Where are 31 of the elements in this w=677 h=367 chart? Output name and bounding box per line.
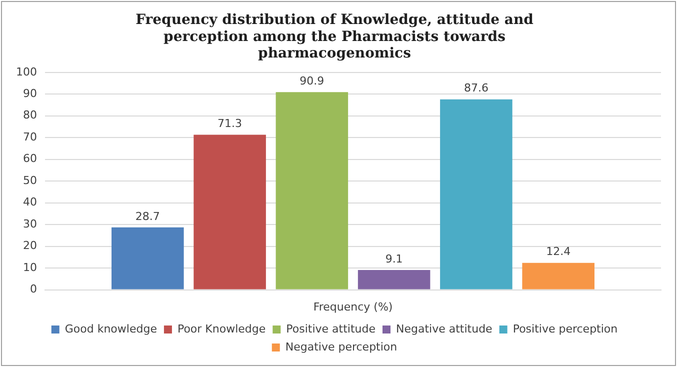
legend-label: Good knowledge — [64, 322, 158, 336]
y-tick-label: 90 — [22, 87, 37, 100]
y-tick-label: 40 — [22, 196, 37, 209]
legend-label: Positive attitude — [286, 322, 376, 336]
y-tick-label: 60 — [22, 152, 37, 166]
bar — [276, 92, 348, 290]
bar — [194, 134, 266, 290]
data-label: 9.1 — [385, 252, 403, 266]
y-tick-label: 100 — [16, 65, 37, 78]
y-tick-label: 20 — [22, 239, 37, 252]
legend-label: Negative perception — [285, 340, 398, 354]
data-label: 71.3 — [218, 117, 242, 130]
y-tick-label: 70 — [22, 130, 37, 144]
bar — [112, 227, 184, 290]
data-label: 87.6 — [464, 82, 488, 95]
bar — [522, 262, 594, 290]
x-tick-label: Frequency (%) — [313, 300, 393, 314]
legend-label: Positive perception — [512, 322, 618, 336]
data-label: 12.4 — [546, 245, 571, 258]
bar — [440, 99, 512, 290]
y-tick-label: 0 — [30, 282, 37, 296]
legend-label: Negative attitude — [396, 322, 493, 336]
data-label: 90.9 — [300, 74, 324, 88]
y-tick-label: 10 — [22, 260, 37, 274]
bar — [358, 270, 430, 290]
chart-title: Frequency distribution of Knowledge, attitude and perception among the Pharmacists towards pharmacogenomics — [136, 12, 534, 62]
y-tick-label: 80 — [22, 108, 37, 122]
y-tick-label: 50 — [22, 174, 37, 187]
legend-label: Poor Knowledge — [177, 322, 266, 336]
data-label: 28.7 — [135, 210, 160, 223]
y-tick-label: 30 — [22, 217, 37, 230]
